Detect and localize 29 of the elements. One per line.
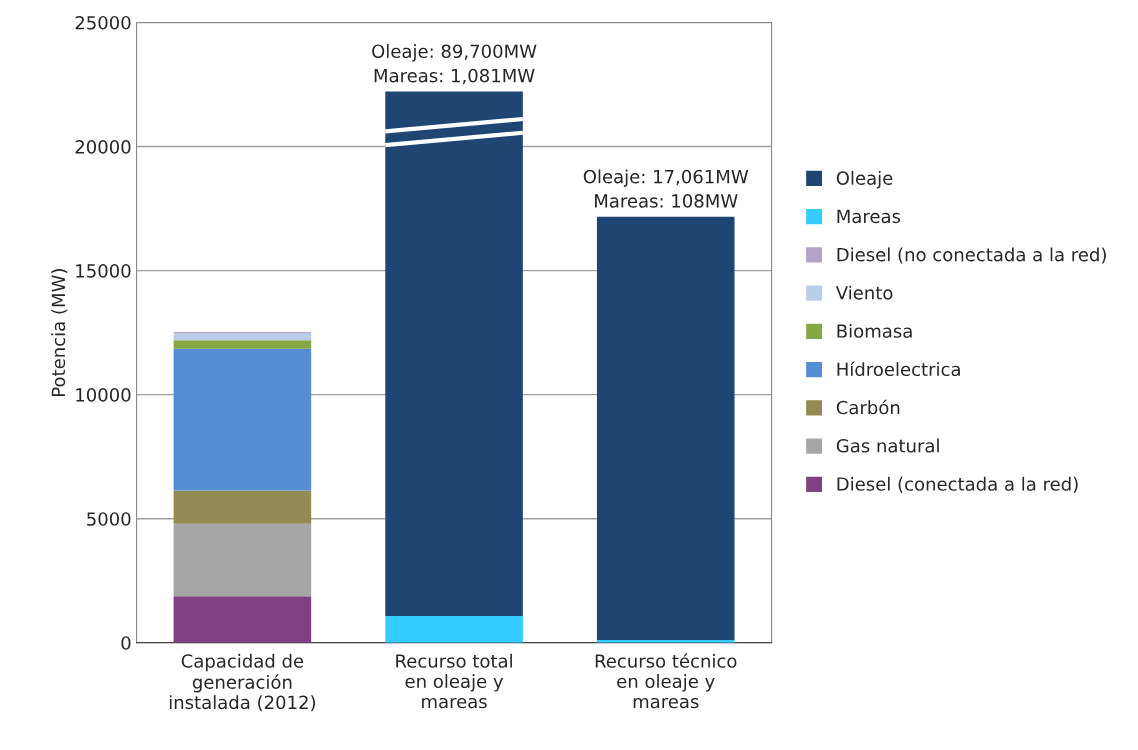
legend-label: Diesel (conectada a la red) bbox=[837, 476, 1078, 493]
y-tick-label: 20000 bbox=[75, 140, 131, 154]
x-tick-label: Recurso total en oleaje y mareas bbox=[396, 653, 512, 709]
legend-label: Carbón bbox=[836, 399, 900, 415]
annotation: Oleaje: 89,700MW Mareas: 1,081MW bbox=[372, 44, 537, 85]
legend-label: Biomasa bbox=[837, 323, 912, 338]
bar bbox=[173, 523, 312, 597]
annotation: Oleaje: 17,061MW Mareas: 108MW bbox=[583, 169, 749, 208]
legend-label: Diesel (no conectada a la red) bbox=[837, 247, 1106, 264]
bar bbox=[173, 596, 312, 643]
x-tick-label: Recurso técnico en oleaje y mareas bbox=[595, 653, 737, 709]
bar bbox=[385, 615, 523, 643]
legend-label: Oleaje bbox=[836, 170, 893, 189]
y-axis-title: Potencia (MW) bbox=[51, 269, 68, 396]
legend-label: Hídroelectrica bbox=[837, 361, 960, 377]
bar bbox=[173, 340, 312, 349]
bar bbox=[385, 91, 523, 616]
y-tick-label: 0 bbox=[121, 636, 131, 650]
bar bbox=[596, 216, 735, 641]
legend-label: Mareas bbox=[837, 209, 901, 224]
bar bbox=[173, 348, 312, 491]
x-tick-label: Capacidad de generación instalada (2012) bbox=[169, 653, 316, 712]
bar bbox=[173, 490, 312, 524]
y-tick-label: 10000 bbox=[76, 388, 131, 402]
y-tick-label: 5000 bbox=[87, 512, 131, 526]
legend-label: Viento bbox=[835, 285, 893, 300]
y-tick-label: 25000 bbox=[75, 15, 131, 30]
legend-label: Gas natural bbox=[836, 438, 939, 453]
y-tick-label: 15000 bbox=[76, 264, 131, 278]
